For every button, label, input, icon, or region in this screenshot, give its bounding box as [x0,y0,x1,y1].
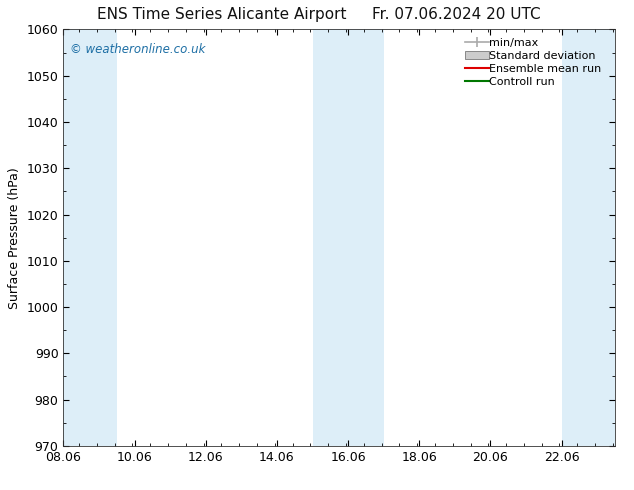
Y-axis label: Surface Pressure (hPa): Surface Pressure (hPa) [8,167,21,309]
Bar [562,29,615,446]
Text: © weatheronline.co.uk: © weatheronline.co.uk [70,43,205,56]
Text: Fr. 07.06.2024 20 UTC: Fr. 07.06.2024 20 UTC [372,7,541,23]
Bar [313,29,384,446]
Text: ENS Time Series Alicante Airport: ENS Time Series Alicante Airport [97,7,347,23]
Bar [63,29,117,446]
Legend: min/max, Standard deviation, Ensemble mean run, Controll run: min/max, Standard deviation, Ensemble me… [462,35,609,90]
